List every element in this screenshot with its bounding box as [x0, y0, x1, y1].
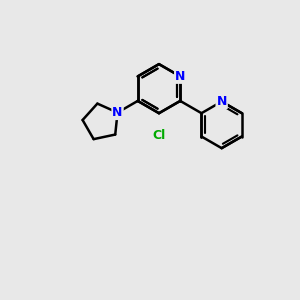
Text: N: N [175, 70, 185, 83]
Text: N: N [112, 106, 123, 119]
Text: N: N [217, 95, 227, 108]
Text: Cl: Cl [152, 129, 166, 142]
